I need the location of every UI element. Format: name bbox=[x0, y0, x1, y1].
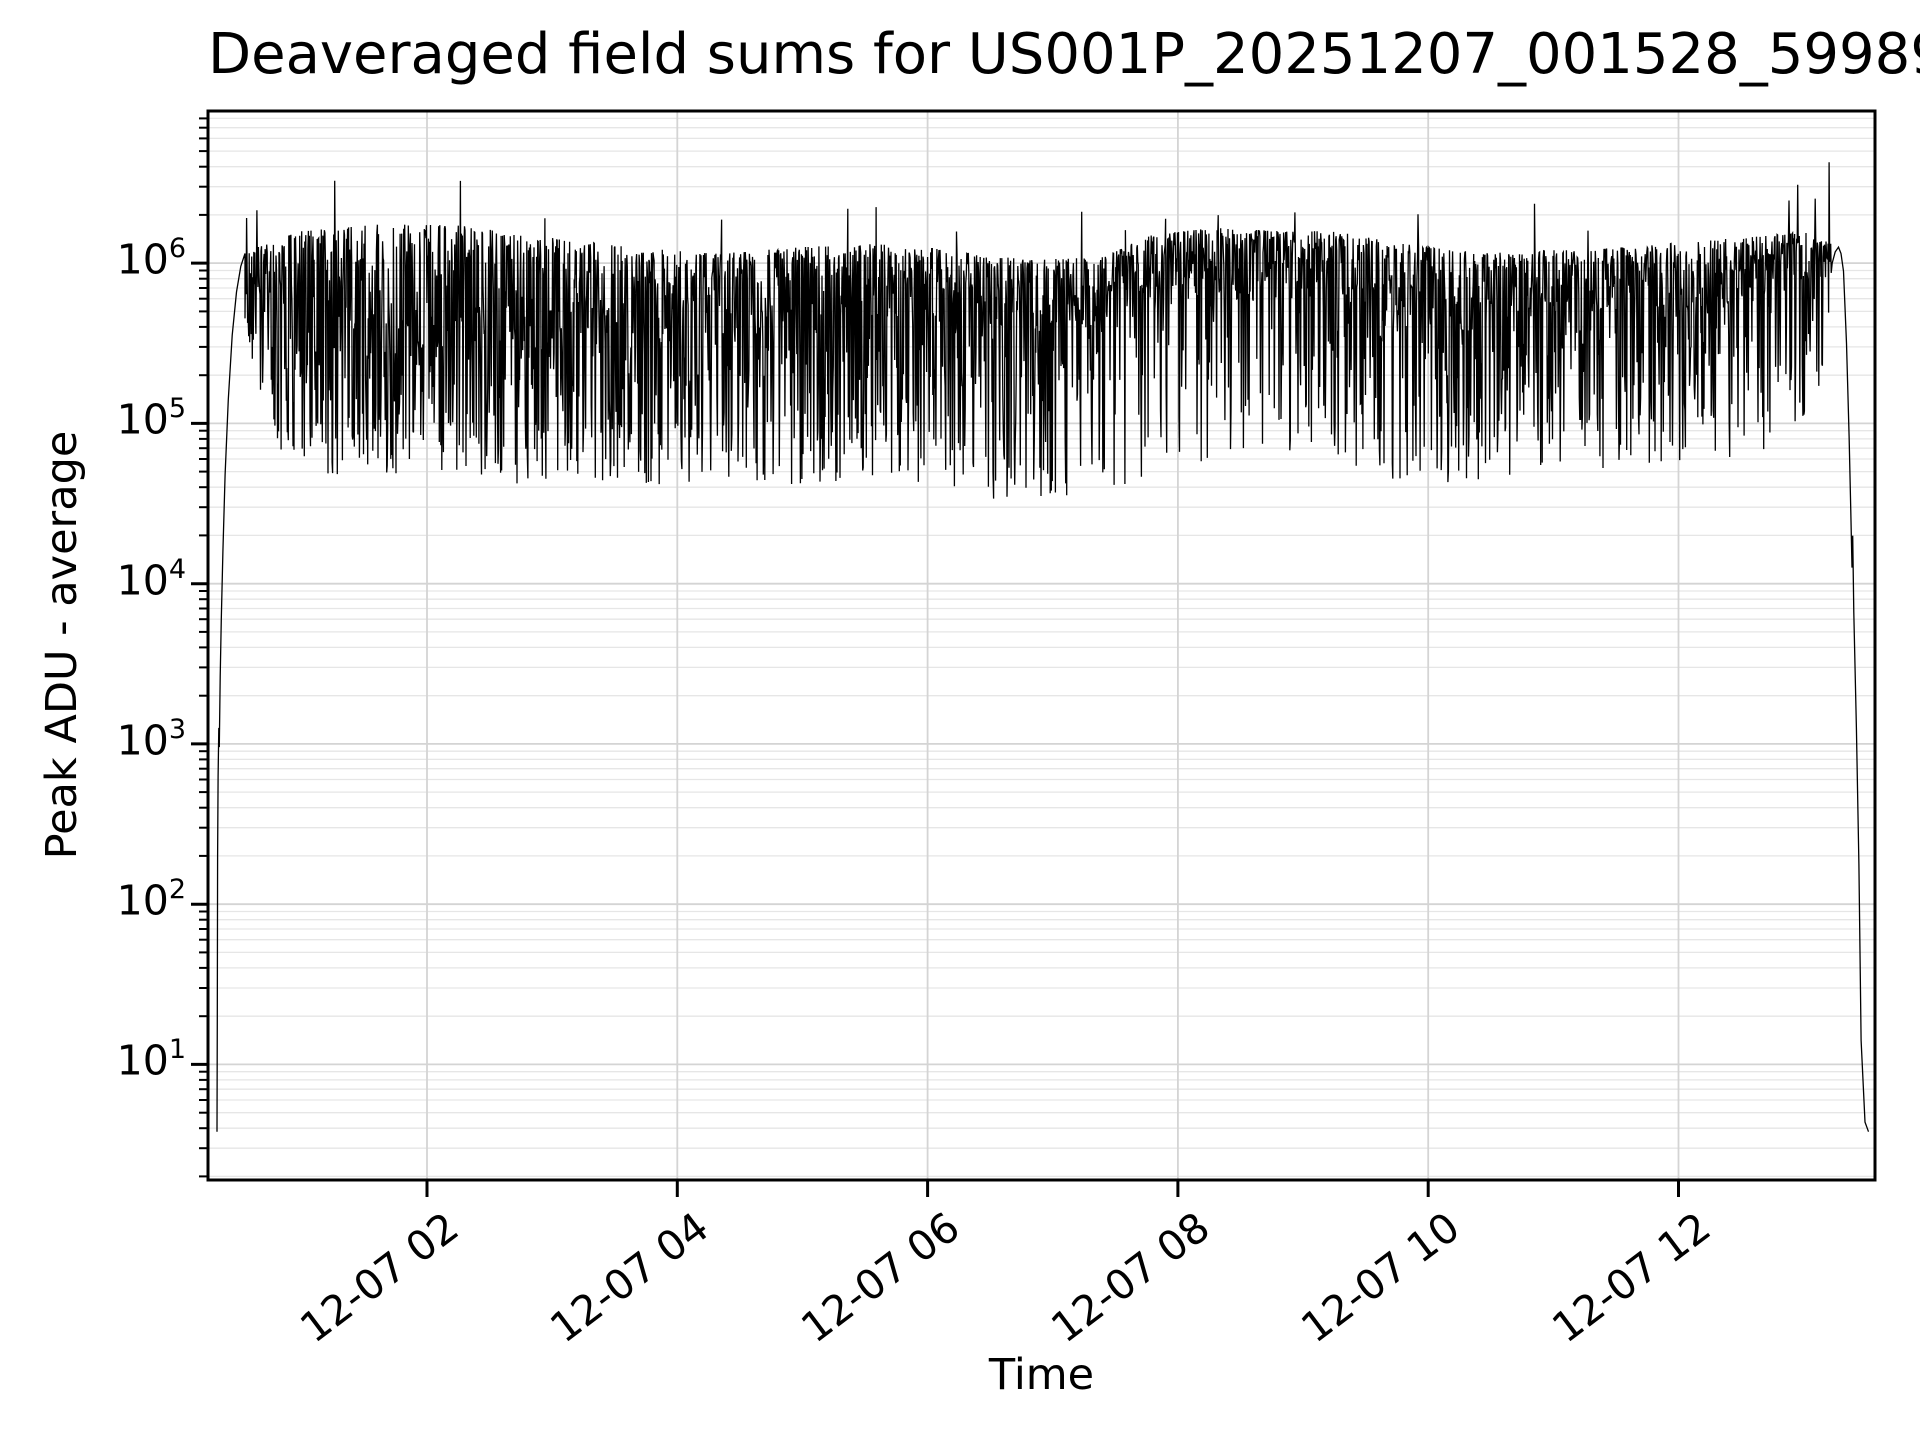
x-axis-label: Time bbox=[988, 1350, 1095, 1400]
y-tick-label: 102 bbox=[116, 874, 186, 925]
chart-title: Deaveraged field sums for US001P_2025120… bbox=[208, 22, 1920, 87]
y-tick-label: 103 bbox=[116, 713, 186, 765]
y-tick-label: 101 bbox=[116, 1034, 186, 1086]
minor-gridlines bbox=[208, 117, 1875, 1178]
y-axis-label: Peak ADU - average bbox=[37, 430, 87, 860]
y-tick-label: 105 bbox=[116, 393, 186, 445]
axis-ticks bbox=[191, 117, 1680, 1197]
y-tick-label: 104 bbox=[116, 553, 186, 605]
data-series-line bbox=[216, 162, 1870, 1132]
axes-frame bbox=[206, 109, 1877, 1182]
y-tick-label: 106 bbox=[116, 233, 186, 284]
